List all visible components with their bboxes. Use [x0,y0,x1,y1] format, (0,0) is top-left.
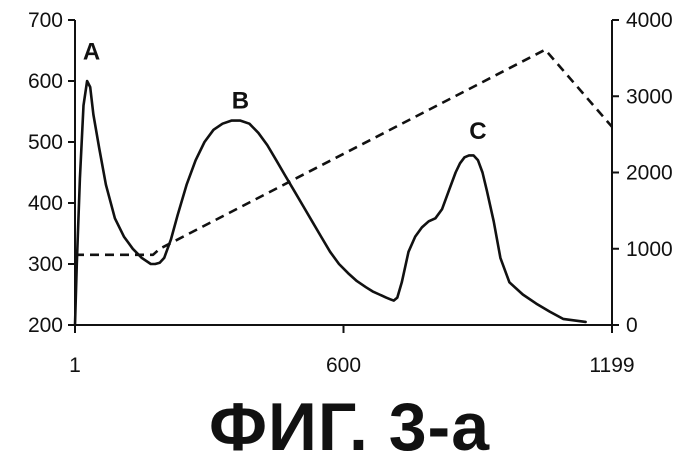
y-right-tick-label: 3000 [626,85,673,108]
peak-label-b: B [232,87,249,114]
peak-label-c: C [469,118,486,145]
y-right-tick-label: 0 [626,314,638,337]
x-tick-label: 1 [69,354,81,377]
y-left-tick-label: 200 [28,314,63,337]
line-chart: 200 300 400 500 600 700 0 1000 2000 3000 4000 1 60… [0,0,699,380]
y-left-tick-label: 400 [28,192,63,215]
y-right-tick-label: 2000 [626,162,673,185]
y-left-tick-label: 700 [28,9,63,32]
series-dashed-line [75,50,612,255]
y-right-tick-label: 4000 [626,9,673,32]
peak-label-a: A [83,39,100,66]
y-left-tick-label: 500 [28,131,63,154]
figure-caption: ФИГ. 3-а [0,388,699,466]
series-solid-line [75,81,586,325]
y-left-tick-label: 300 [28,253,63,276]
x-tick-label: 1199 [589,354,634,377]
y-right-tick-label: 1000 [626,238,673,261]
x-tick-label: 600 [326,354,361,377]
y-left-tick-label: 600 [28,70,63,93]
